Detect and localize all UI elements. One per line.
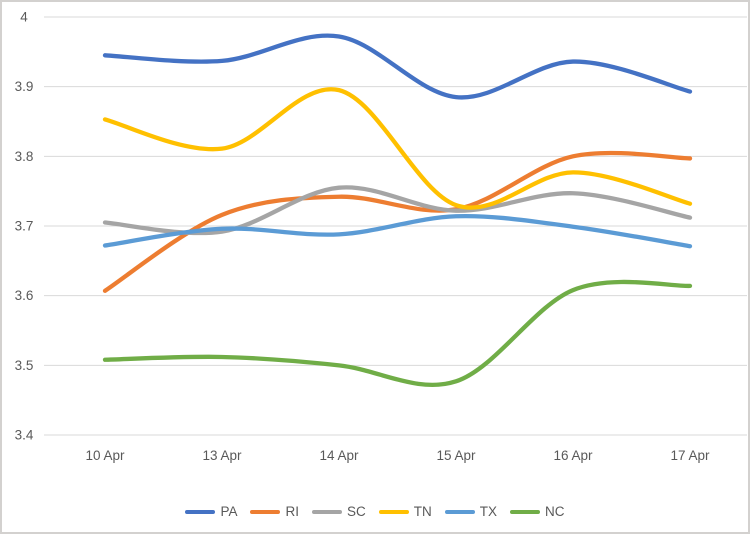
legend-swatch-TX [444,510,475,514]
legend-swatch-TN [378,510,409,514]
legend-label: PA [220,504,238,520]
series-line-NC [102,279,693,387]
legend-swatch-SC [311,510,342,514]
y-axis-tick-label: 3.9 [15,79,34,94]
legend-swatch-NC [510,510,541,514]
x-axis-tick-label: 16 Apr [553,448,593,463]
series-line-TX [102,213,693,249]
series-line-SC [102,185,693,236]
legend-swatch-RI [250,510,281,514]
x-axis-tick-label: 17 Apr [670,448,710,463]
y-axis-tick-label: 3.8 [15,149,34,164]
x-axis-tick-label: 14 Apr [319,448,359,463]
x-axis-tick-label: 13 Apr [202,448,242,463]
legend-label: SC [346,504,366,520]
series-line-RI [102,150,693,293]
legend-item-SC: SC [311,504,366,520]
legend-item-RI: RI [250,505,299,519]
y-axis-tick-label: 3.6 [15,288,34,303]
y-axis-tick-label: 4 [20,10,28,25]
series-line-PA [102,33,693,100]
legend-swatch-PA [185,510,216,514]
legend-item-PA: PA [185,505,237,519]
legend-label: TN [413,504,432,520]
legend-label: RI [285,504,299,520]
legend-label: NC [545,504,565,520]
y-axis-tick-label: 3.5 [15,358,34,373]
x-axis-tick-label: 10 Apr [85,448,125,463]
y-axis-tick-label: 3.7 [15,219,34,234]
legend: PA RI SC TN TX NC [2,502,748,522]
legend-item-NC: NC [510,505,565,519]
series-line-TN [102,87,693,210]
legend-item-TN: TN [378,504,432,520]
legend-item-TX: TX [444,504,498,520]
y-axis-tick-label: 3.4 [15,428,34,443]
x-axis-tick-label: 15 Apr [436,448,476,463]
legend-label: TX [479,504,498,520]
